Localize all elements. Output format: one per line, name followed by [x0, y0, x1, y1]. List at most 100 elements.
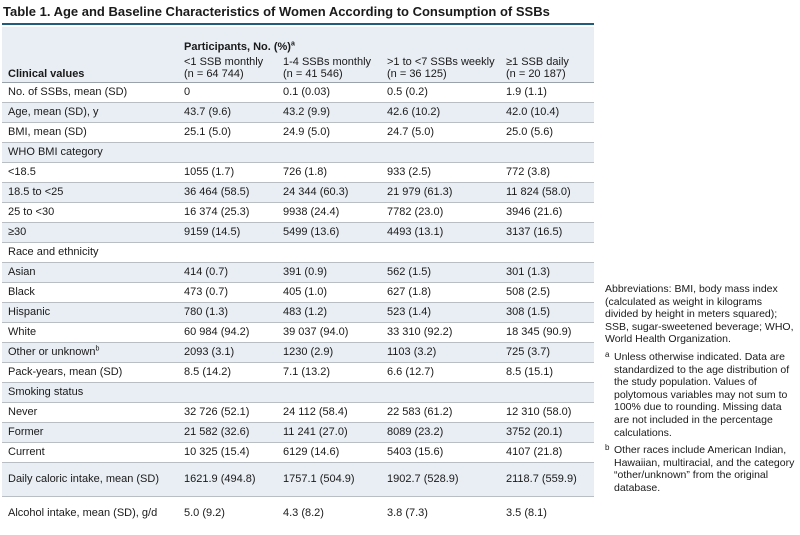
- row-label: Black: [8, 286, 35, 298]
- table-row: Daily caloric intake, mean (SD) 1621.9 (4…: [2, 462, 594, 496]
- table-cell: 12 310 (58.0): [506, 406, 572, 418]
- table-cell: 308 (1.5): [506, 306, 551, 318]
- table-cell: [277, 382, 381, 402]
- table-row: <18.5 1055 (1.7) 726 (1.8) 933 (2.5) 772 (3.…: [2, 162, 594, 182]
- table-cell: 523 (1.4): [387, 306, 432, 318]
- table-cell: [500, 142, 594, 162]
- table-cell: 627 (1.8): [387, 286, 432, 298]
- row-label: 25 to <30: [8, 206, 55, 218]
- table-row: Other or unknownb 2093 (3.1) 1230 (2.9) 110…: [2, 342, 594, 362]
- table-cell: 726 (1.8): [283, 166, 328, 178]
- table-cell: [178, 242, 277, 262]
- table-cell: 301 (1.3): [506, 266, 551, 278]
- table-cell: 5403 (15.6): [387, 446, 444, 458]
- table-cell: 4.3 (8.2): [283, 507, 324, 520]
- header-row-group: Participants, No. (%)a: [2, 27, 594, 55]
- table-cell: 933 (2.5): [387, 166, 432, 178]
- table-cell: 562 (1.5): [387, 266, 432, 278]
- table-cell: 483 (1.2): [283, 306, 328, 318]
- table-cell: 24 112 (58.4): [283, 406, 348, 418]
- column-header: >1 to <7 SSBs weekly (n = 36 125): [387, 55, 495, 80]
- table-cell: 36 464 (58.5): [184, 186, 250, 198]
- table-cell: 5499 (13.6): [283, 226, 340, 238]
- table-row: Age, mean (SD), y 43.7 (9.6) 43.2 (9.9) 42.…: [2, 102, 594, 122]
- table-cell: 7.1 (13.2): [283, 366, 331, 378]
- table-row: BMI, mean (SD) 25.1 (5.0) 24.9 (5.0) 24.7 (…: [2, 122, 594, 142]
- table-cell: 7782 (23.0): [387, 206, 444, 218]
- table-cell: 3752 (20.1): [506, 426, 563, 438]
- table-row: Asian 414 (0.7) 391 (0.9) 562 (1.5) 301 (1.3…: [2, 262, 594, 282]
- table-row: Never 32 726 (52.1) 24 112 (58.4) 22 583 (6…: [2, 402, 594, 422]
- table-cell: 3.5 (8.1): [506, 507, 547, 520]
- table-cell: 2118.7 (559.9): [506, 473, 577, 485]
- table-cell: 8089 (23.2): [387, 426, 444, 438]
- table-cell: 1621.9 (494.8): [184, 473, 256, 485]
- table-cell: 0.1 (0.03): [283, 86, 331, 98]
- table-cell: [381, 142, 500, 162]
- column-header: 1-4 SSBs monthly (n = 41 546): [283, 55, 372, 80]
- clinical-values-header: Clinical values: [8, 67, 85, 80]
- table-cell: 21 582 (32.6): [184, 426, 250, 438]
- table-row: Pack-years, mean (SD) 8.5 (14.2) 7.1 (13.2…: [2, 362, 594, 382]
- table-cell: 60 984 (94.2): [184, 326, 250, 338]
- table-cell: 6.6 (12.7): [387, 366, 435, 378]
- table-cell: [178, 382, 277, 402]
- table-row: Smoking status: [2, 382, 594, 402]
- table-cell: 1757.1 (504.9): [283, 473, 355, 485]
- table-cell: 16 374 (25.3): [184, 206, 250, 218]
- table-cell: 2093 (3.1): [184, 346, 235, 358]
- column-header: <1 SSB monthly (n = 64 744): [184, 55, 264, 80]
- table-row: Race and ethnicity: [2, 242, 594, 262]
- table-cell: 25.0 (5.6): [506, 126, 554, 138]
- characteristics-table: Participants, No. (%)a Clinical values <…: [2, 27, 594, 530]
- table-cell: 8.5 (14.2): [184, 366, 232, 378]
- table-cell: 1902.7 (528.9): [387, 473, 459, 485]
- row-label: ≥30: [8, 226, 27, 238]
- table-cell: 39 037 (94.0): [283, 326, 349, 338]
- table-cell: 10 325 (15.4): [184, 446, 250, 458]
- footnote-a: a Unless otherwise indicated. Data are st…: [605, 349, 790, 439]
- table-cell: 1.9 (1.1): [506, 86, 547, 98]
- table-cell: 4493 (13.1): [387, 226, 444, 238]
- table-cell: 6129 (14.6): [283, 446, 340, 458]
- row-label: Age, mean (SD), y: [8, 106, 99, 118]
- row-label: Pack-years, mean (SD): [8, 366, 123, 378]
- table-cell: 3946 (21.6): [506, 206, 563, 218]
- table-cell: 11 241 (27.0): [283, 426, 348, 438]
- table-cell: 21 979 (61.3): [387, 186, 453, 198]
- table-cell: 414 (0.7): [184, 266, 229, 278]
- table-cell: 33 310 (92.2): [387, 326, 453, 338]
- row-label: Smoking status: [8, 386, 84, 398]
- table-cell: 473 (0.7): [184, 286, 229, 298]
- row-label: Race and ethnicity: [8, 246, 99, 258]
- table-row: Former 21 582 (32.6) 11 241 (27.0) 8089 (23…: [2, 422, 594, 442]
- table-cell: 3.8 (7.3): [387, 507, 428, 520]
- table-cell: 9159 (14.5): [184, 226, 241, 238]
- row-label: Never: [8, 406, 38, 418]
- row-label: Daily caloric intake, mean (SD): [8, 472, 159, 485]
- table-cell: [500, 242, 594, 262]
- table-row: White 60 984 (94.2) 39 037 (94.0) 33 310 (9…: [2, 322, 594, 342]
- abbreviations-note: Abbreviations: BMI, body mass index (cal…: [605, 283, 794, 346]
- table-cell: 4107 (21.8): [506, 446, 563, 458]
- participants-group-header: Participants, No. (%)a: [184, 40, 295, 53]
- table-cell: 725 (3.7): [506, 346, 551, 358]
- row-label: Asian: [8, 266, 36, 278]
- footnote-b: b Other races include American Indian, Ha…: [605, 443, 795, 494]
- table-cell: [500, 382, 594, 402]
- row-label: Current: [8, 446, 45, 458]
- table-cell: 0: [184, 86, 191, 98]
- row-label: Former: [8, 426, 44, 438]
- table-cell: [381, 242, 500, 262]
- table-row: 18.5 to <25 36 464 (58.5) 24 344 (60.3) 21 …: [2, 182, 594, 202]
- table-row: ≥30 9159 (14.5) 5499 (13.6) 4493 (13.1) 3137…: [2, 222, 594, 242]
- table-cell: 42.0 (10.4): [506, 106, 560, 118]
- table-cell: 43.7 (9.6): [184, 106, 232, 118]
- table-cell: [277, 142, 381, 162]
- table-row: Black 473 (0.7) 405 (1.0) 627 (1.8) 508 (2.5…: [2, 282, 594, 302]
- row-label: No. of SSBs, mean (SD): [8, 86, 128, 98]
- title-rule: [2, 23, 594, 25]
- table-cell: [381, 382, 500, 402]
- row-label: 18.5 to <25: [8, 186, 64, 198]
- table-cell: 1230 (2.9): [283, 346, 334, 358]
